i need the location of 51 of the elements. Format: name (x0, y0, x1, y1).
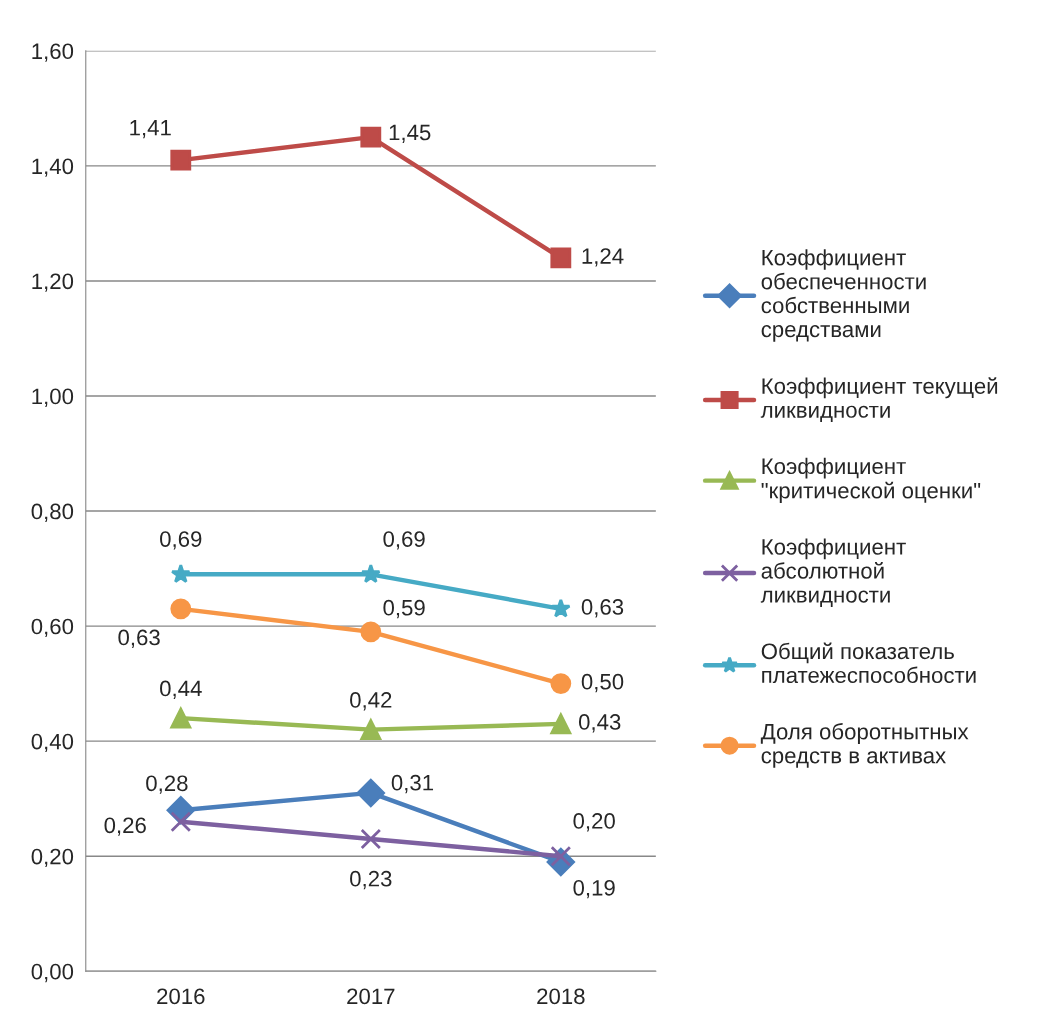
y-tick-label: 1,20 (32, 273, 74, 292)
x-tick-label: 2018 (537, 988, 585, 1005)
point (360, 621, 382, 643)
data-label: 1,24 (582, 248, 624, 267)
point (550, 598, 571, 618)
data-label: 0,59 (383, 599, 425, 619)
y-tick-label: 0,60 (31, 618, 74, 637)
data-label: 1,45 (389, 124, 431, 143)
data-label: 0,19 (573, 879, 615, 899)
point (356, 778, 385, 808)
point (550, 713, 572, 735)
point (360, 563, 381, 584)
point (170, 811, 192, 833)
data-label: 0,42 (350, 692, 392, 711)
point (360, 719, 382, 741)
y-tick-label: 0,80 (31, 503, 74, 522)
point (550, 673, 572, 695)
point (170, 598, 192, 620)
data-label: 0,50 (581, 673, 624, 693)
point (170, 707, 192, 729)
legend-label: Общий показатель платежеспособности (761, 642, 976, 684)
data-label: 0,63 (581, 599, 624, 618)
data-label: 0,26 (104, 817, 146, 836)
y-tick-label: 1,00 (32, 388, 74, 407)
data-label: 0,20 (573, 813, 615, 832)
y-tick-label: 0,00 (31, 963, 74, 983)
legend-label: Коэффициент обеспеченности собственными средствами (761, 249, 926, 342)
data-label: 0,28 (146, 775, 188, 794)
y-tick-label: 0,40 (31, 733, 74, 753)
data-label: 0,43 (578, 714, 621, 733)
legend-label: Коэффициент абсолютной ликвидности (760, 538, 906, 607)
data-label: 0,44 (160, 680, 202, 699)
y-tick-label: 0,20 (31, 848, 74, 868)
legend-label: Доля оборотнытных средств в активах (760, 723, 969, 768)
data-label: 0,31 (391, 774, 434, 794)
x-tick-label: 2017 (347, 988, 395, 1005)
point (170, 563, 191, 584)
data-label: 0,63 (118, 629, 160, 648)
legend-label: Коэффициент текущей ликвидности (760, 377, 998, 423)
data-label: 1,41 (130, 120, 171, 139)
data-label: 0,23 (350, 870, 392, 890)
point (170, 149, 192, 171)
data-label: 0,69 (160, 531, 202, 550)
point (550, 247, 572, 269)
data-label: 0,69 (383, 531, 425, 550)
y-tick-label: 1,40 (32, 158, 74, 177)
legend-label: Коэффициент "критической оценки" (761, 457, 981, 503)
x-tick-label: 2016 (157, 988, 205, 1005)
point (360, 126, 382, 148)
y-tick-label: 1,60 (32, 43, 74, 62)
point (360, 828, 382, 850)
